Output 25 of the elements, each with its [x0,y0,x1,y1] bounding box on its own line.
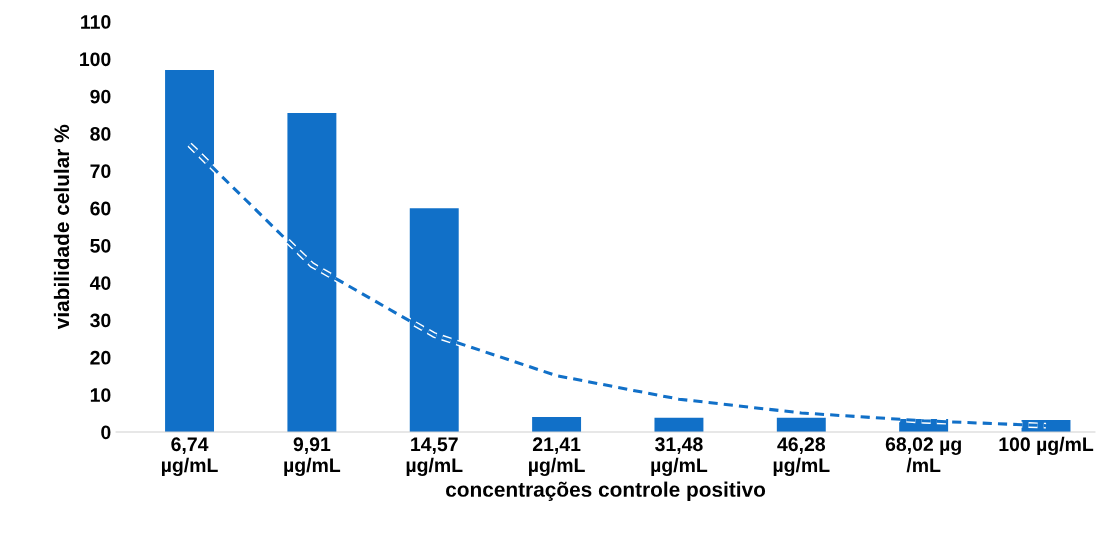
y-axis-title: viabilidade celular % [53,124,70,330]
y-tick-label: 70 [90,164,111,179]
x-tick-label: 14,57 µg/mL [406,437,463,477]
y-tick-label: 40 [89,276,111,290]
x-tick-label: 6,74 µg/mL [161,437,218,477]
y-tick-label: 0 [101,425,111,440]
y-tick-label: 80 [90,127,111,141]
y-tick-label: 100 [80,52,111,67]
y-tick-label: 10 [90,388,111,402]
bar [776,417,826,432]
x-tick-label: 68,02 µg /mL [885,437,961,473]
x-axis-title: concentrações controle positivo [446,481,766,501]
bar [532,417,582,432]
bar [654,417,704,432]
y-tick-label: 30 [90,313,111,328]
y-tick-label: 60 [90,201,111,216]
y-tick-label: 50 [90,238,111,253]
y-tick-label: 20 [90,350,111,365]
y-tick-label: 90 [90,89,111,104]
x-tick-label: 100 µg/mL [999,436,1094,456]
x-tick-label: 46,28 µg/mL [773,437,830,477]
x-tick-label: 31,48 µg/mL [651,437,708,477]
x-tick-label: 21,41 µg/mL [529,437,585,477]
y-tick-label: 110 [81,15,111,29]
x-tick-label: 9,91 µg/mL [284,437,341,477]
